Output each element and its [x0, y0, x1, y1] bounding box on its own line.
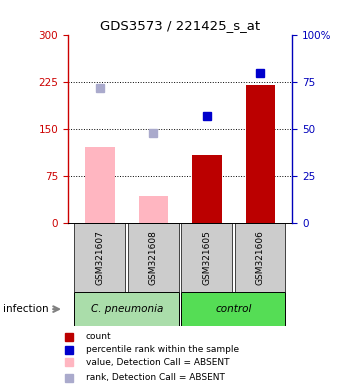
Title: GDS3573 / 221425_s_at: GDS3573 / 221425_s_at	[100, 19, 260, 32]
Bar	[74, 292, 178, 326]
Text: rank, Detection Call = ABSENT: rank, Detection Call = ABSENT	[86, 373, 224, 382]
Text: control: control	[216, 304, 252, 314]
Text: percentile rank within the sample: percentile rank within the sample	[86, 345, 239, 354]
Bar	[181, 223, 232, 292]
Text: GSM321605: GSM321605	[202, 230, 211, 285]
Bar	[181, 292, 286, 326]
Text: count: count	[86, 332, 111, 341]
Text: GSM321607: GSM321607	[96, 230, 105, 285]
Bar	[139, 196, 168, 223]
Bar	[85, 147, 115, 223]
Bar	[192, 155, 222, 223]
Bar	[74, 223, 125, 292]
Text: GSM321608: GSM321608	[149, 230, 158, 285]
Text: value, Detection Call = ABSENT: value, Detection Call = ABSENT	[86, 358, 229, 367]
Text: infection: infection	[3, 304, 49, 314]
Text: GSM321606: GSM321606	[256, 230, 265, 285]
Bar	[128, 223, 178, 292]
Text: C. pneumonia: C. pneumonia	[90, 304, 163, 314]
Bar	[245, 85, 275, 223]
Bar	[235, 223, 286, 292]
